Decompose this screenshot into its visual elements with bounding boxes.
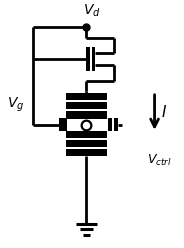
Bar <box>66 93 107 100</box>
Text: $V_\mathregular{g}$: $V_\mathregular{g}$ <box>7 96 25 114</box>
Bar <box>114 118 118 131</box>
Bar <box>66 140 107 147</box>
Bar <box>59 118 63 131</box>
Bar <box>63 118 67 131</box>
Bar <box>66 149 107 156</box>
Bar <box>86 47 90 71</box>
Bar <box>66 111 107 119</box>
Text: $V_\mathregular{d}$: $V_\mathregular{d}$ <box>83 2 101 19</box>
Text: $V_\mathregular{ctrl}$: $V_\mathregular{ctrl}$ <box>147 153 172 168</box>
Bar <box>92 47 95 71</box>
Bar <box>108 118 112 131</box>
Text: $I$: $I$ <box>161 104 167 120</box>
Bar <box>66 130 107 138</box>
Bar <box>66 102 107 109</box>
